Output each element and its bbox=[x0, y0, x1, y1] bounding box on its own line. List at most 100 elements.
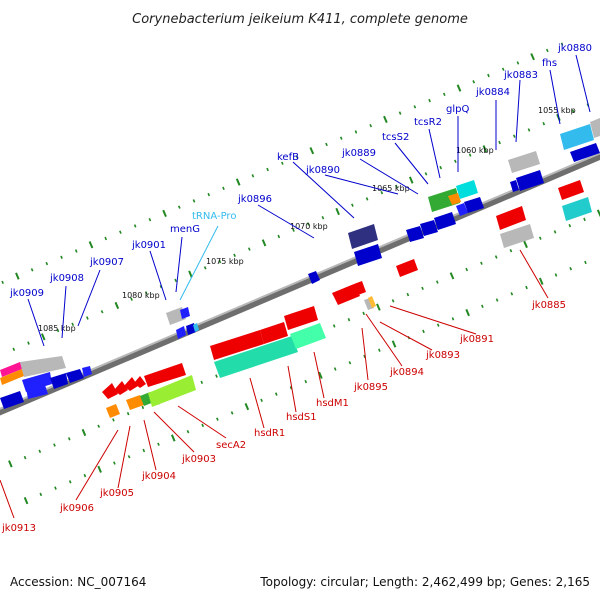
tick-mark bbox=[498, 140, 501, 145]
accession-text: Accession: NC_007164 bbox=[10, 575, 146, 589]
gene-label: jk0905 bbox=[99, 488, 134, 499]
gene-label: jk0908 bbox=[49, 273, 84, 284]
tick-mark bbox=[292, 228, 295, 232]
tick-mark bbox=[23, 455, 27, 460]
genome-stats-text: Topology: circular; Length: 2,462,499 bp… bbox=[259, 575, 590, 589]
gene-feature bbox=[420, 220, 438, 236]
gene-feature bbox=[126, 395, 144, 410]
tick-mark bbox=[230, 411, 234, 415]
gene-feature bbox=[124, 377, 138, 391]
gene-feature bbox=[428, 188, 460, 212]
tick-mark bbox=[97, 465, 102, 473]
gene-feature bbox=[180, 307, 190, 319]
tick-mark bbox=[383, 115, 388, 124]
gene-feature bbox=[134, 376, 146, 388]
gene-feature bbox=[562, 197, 592, 221]
tick-mark bbox=[339, 136, 343, 140]
tick-mark bbox=[71, 322, 75, 327]
tick-mark bbox=[554, 273, 558, 277]
tick-mark bbox=[568, 223, 572, 228]
tick-mark bbox=[233, 253, 236, 258]
tick-mark bbox=[261, 239, 267, 247]
gene-feature bbox=[210, 330, 264, 360]
gene-label: jk0891 bbox=[459, 334, 494, 345]
gene-feature bbox=[148, 375, 196, 407]
tick-mark bbox=[321, 215, 325, 220]
tick-mark bbox=[365, 197, 369, 201]
gene-feature bbox=[260, 322, 288, 344]
tick-mark bbox=[553, 230, 557, 234]
tick-mark bbox=[104, 236, 108, 241]
gene-feature bbox=[20, 356, 66, 377]
tick-mark bbox=[83, 473, 87, 478]
tick-mark bbox=[468, 153, 472, 157]
tick-mark bbox=[584, 260, 587, 265]
gene-feature bbox=[308, 271, 320, 284]
gene-label: jk0896 bbox=[237, 194, 272, 205]
tick-mark bbox=[413, 105, 417, 109]
gene-label: jk0909 bbox=[9, 288, 44, 299]
tick-mark bbox=[439, 165, 443, 170]
gene-label: jk0904 bbox=[141, 471, 176, 482]
tick-mark bbox=[38, 449, 42, 454]
gene-feature bbox=[434, 212, 456, 230]
tick-mark bbox=[235, 178, 241, 186]
tick-mark bbox=[509, 248, 513, 253]
gene-label: jk0906 bbox=[59, 503, 94, 514]
tick-mark bbox=[12, 347, 16, 352]
gene-feature bbox=[406, 226, 424, 242]
tick-mark bbox=[100, 310, 104, 314]
tick-mark bbox=[251, 174, 255, 178]
gene-label: jk0901 bbox=[131, 240, 166, 251]
tick-mark bbox=[369, 123, 373, 128]
gene-label: jk0885 bbox=[531, 300, 566, 311]
tick-mark bbox=[186, 429, 190, 434]
tick-mark bbox=[281, 161, 284, 165]
tick-mark bbox=[23, 497, 29, 505]
tick-mark bbox=[406, 292, 410, 297]
tick-mark bbox=[569, 266, 573, 271]
tick-mark bbox=[81, 428, 87, 437]
gene-feature bbox=[332, 284, 360, 305]
tick-mark bbox=[113, 461, 116, 465]
tick-mark bbox=[523, 240, 528, 249]
tick-mark bbox=[538, 277, 544, 285]
tick-mark bbox=[170, 434, 176, 442]
tick-mark bbox=[141, 405, 145, 410]
gene-label: jk0895 bbox=[353, 382, 388, 393]
gene-feature bbox=[114, 381, 128, 395]
tick-mark bbox=[266, 167, 269, 172]
tick-mark bbox=[525, 285, 528, 290]
tick-mark bbox=[114, 301, 120, 310]
tick-mark bbox=[318, 371, 323, 379]
tick-mark bbox=[482, 145, 488, 153]
gene-feature bbox=[500, 224, 534, 248]
kbp-tick-label: 1085 kbp bbox=[38, 324, 76, 333]
gene-label: hsdS1 bbox=[286, 412, 317, 423]
gene-feature bbox=[570, 143, 600, 162]
gene-label: glpQ bbox=[446, 104, 469, 115]
tick-mark bbox=[192, 199, 196, 203]
tick-mark bbox=[45, 261, 49, 266]
tick-mark bbox=[157, 442, 160, 446]
tick-mark bbox=[39, 492, 43, 497]
gene-label: fhs bbox=[542, 58, 557, 69]
tick-mark bbox=[378, 348, 381, 352]
tick-mark bbox=[362, 311, 366, 316]
tick-mark bbox=[68, 480, 72, 484]
tick-mark bbox=[501, 67, 505, 71]
tick-mark bbox=[454, 159, 457, 164]
tick-mark bbox=[144, 291, 148, 295]
gene-feature bbox=[510, 180, 519, 192]
gene-feature bbox=[464, 197, 484, 213]
tick-mark bbox=[112, 418, 115, 422]
kbp-tick-label: 1055 kbp bbox=[538, 106, 576, 115]
tick-mark bbox=[218, 259, 222, 264]
forward-gene-labels: jk0909 jk0908 jk0907 jk0901 menG tRNA-Pr… bbox=[9, 43, 592, 299]
gene-feature bbox=[396, 259, 418, 277]
tick-mark bbox=[516, 61, 520, 65]
gene-label: tRNA-Pro bbox=[192, 211, 236, 222]
gene-label: jk0890 bbox=[305, 165, 340, 176]
gene-feature bbox=[66, 369, 84, 383]
tick-mark bbox=[60, 255, 63, 259]
